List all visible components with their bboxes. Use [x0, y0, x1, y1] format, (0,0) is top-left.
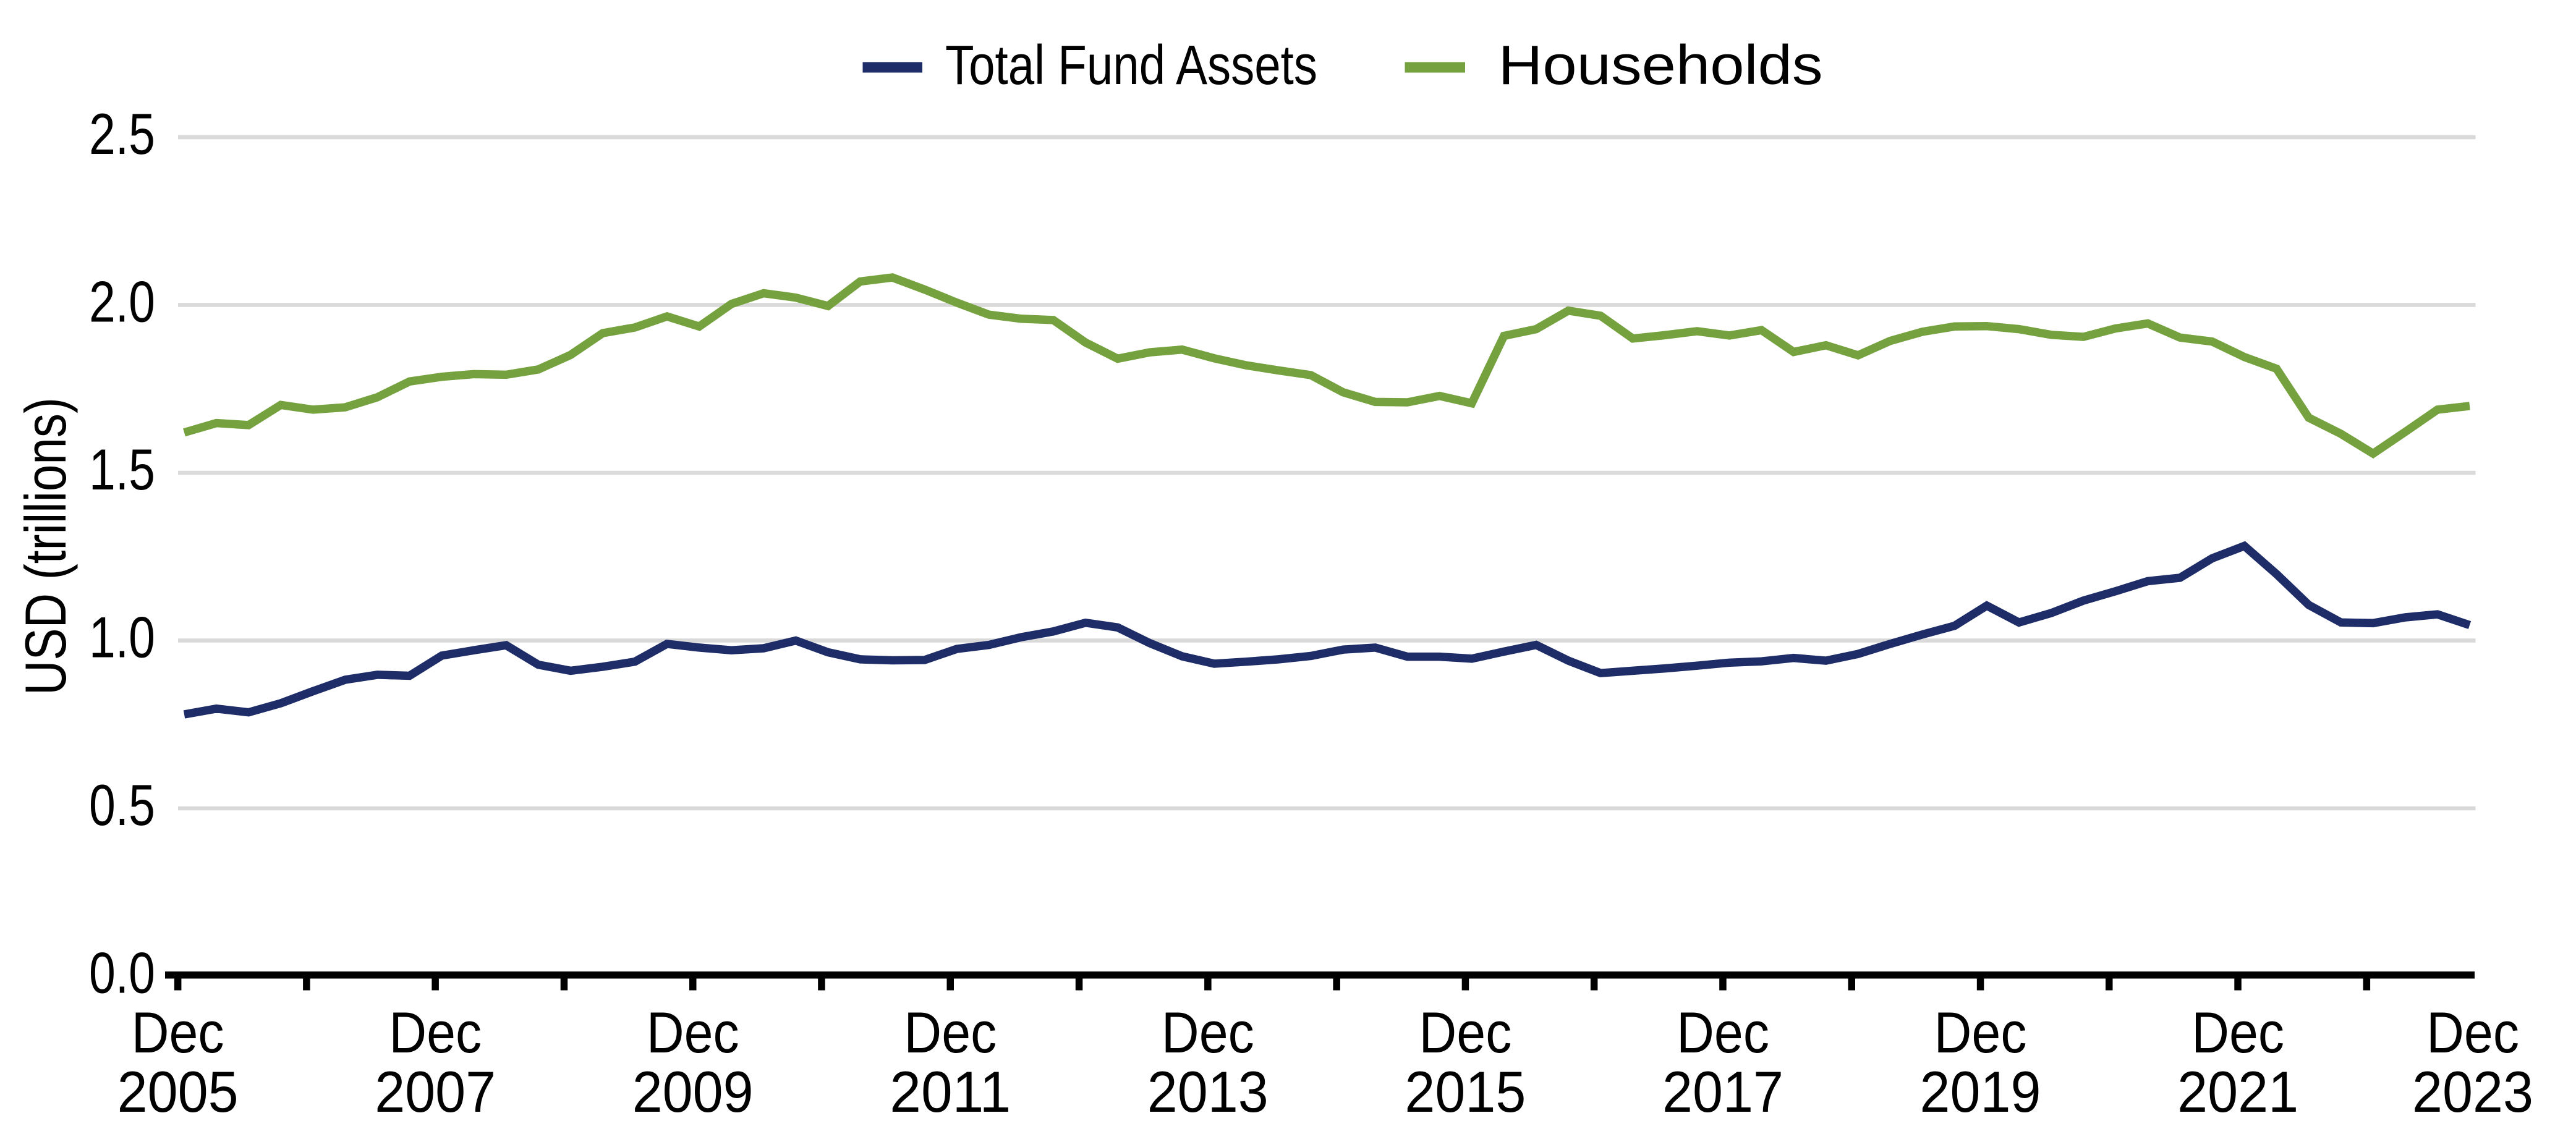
svg-text:Dec: Dec [904, 1000, 997, 1065]
svg-text:0.5: 0.5 [89, 772, 155, 837]
svg-text:2019: 2019 [1920, 1059, 2041, 1124]
svg-text:Dec: Dec [132, 1000, 224, 1065]
svg-text:USD (trillions): USD (trillions) [13, 397, 78, 695]
svg-text:1.0: 1.0 [89, 605, 155, 670]
svg-text:Dec: Dec [2191, 1000, 2284, 1065]
svg-text:2007: 2007 [375, 1059, 496, 1124]
svg-text:2011: 2011 [890, 1059, 1011, 1124]
svg-text:Dec: Dec [1419, 1000, 1511, 1065]
svg-text:2015: 2015 [1405, 1059, 1526, 1124]
svg-text:Dec: Dec [1934, 1000, 2027, 1065]
svg-text:2021: 2021 [2177, 1059, 2298, 1124]
svg-text:Dec: Dec [389, 1000, 482, 1065]
svg-text:Households: Households [1498, 35, 1823, 96]
svg-text:Total Fund Assets: Total Fund Assets [945, 35, 1317, 96]
svg-text:Dec: Dec [1677, 1000, 1769, 1065]
svg-text:2005: 2005 [117, 1059, 239, 1124]
svg-text:2017: 2017 [1662, 1059, 1783, 1124]
svg-text:2009: 2009 [632, 1059, 754, 1124]
svg-text:0.0: 0.0 [89, 941, 155, 1005]
svg-text:Dec: Dec [647, 1000, 739, 1065]
svg-text:2013: 2013 [1147, 1059, 1269, 1124]
svg-text:2.0: 2.0 [89, 269, 155, 334]
svg-text:Dec: Dec [2426, 1000, 2519, 1065]
svg-text:1.5: 1.5 [89, 437, 155, 502]
svg-text:2023: 2023 [2412, 1059, 2533, 1124]
svg-text:Dec: Dec [1162, 1000, 1254, 1065]
svg-text:2.5: 2.5 [89, 101, 155, 166]
